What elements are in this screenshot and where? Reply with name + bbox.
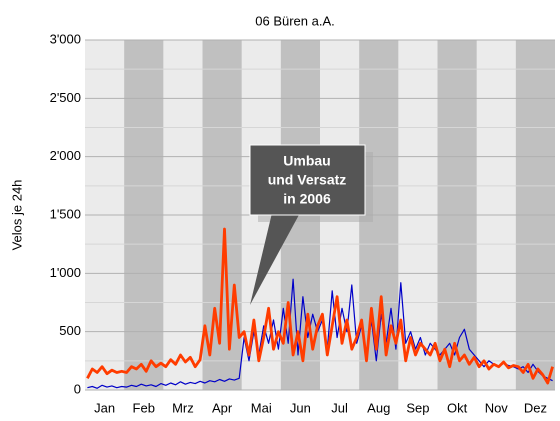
data-line xyxy=(86,227,554,385)
y-tick-label: 1'000 xyxy=(50,265,81,280)
annotation-pointer xyxy=(250,213,300,305)
annotation-text: Umbau xyxy=(283,153,330,169)
y-tick-label: 3'000 xyxy=(50,31,81,46)
x-tick-label: Dez xyxy=(524,400,547,415)
x-tick-label: Nov xyxy=(485,400,509,415)
x-tick-label: Jul xyxy=(331,400,348,415)
y-tick-label: 1'500 xyxy=(50,206,81,221)
x-tick-label: Jun xyxy=(290,400,311,415)
x-tick-label: Aug xyxy=(367,400,390,415)
data-line xyxy=(87,278,553,389)
annotation-text: in 2006 xyxy=(283,191,331,207)
annotation: Umbau und Versatz in 2006 xyxy=(249,144,373,305)
y-tick-label: 500 xyxy=(59,323,81,338)
x-tick-label: Feb xyxy=(133,400,155,415)
x-tick-label: Sep xyxy=(406,400,429,415)
x-tick-label: Mai xyxy=(251,400,272,415)
x-tick-label: Okt xyxy=(447,400,468,415)
y-axis-label: Velos je 24h xyxy=(9,180,24,251)
x-tick-label: Mrz xyxy=(172,400,194,415)
x-tick-label: Apr xyxy=(212,400,233,415)
y-tick-label: 2'000 xyxy=(50,148,81,163)
annotation-box xyxy=(249,144,366,216)
annotation-text: und Versatz xyxy=(268,172,347,188)
y-tick-label: 0 xyxy=(74,381,81,396)
y-tick-label: 2'500 xyxy=(50,90,81,105)
x-tick-label: Jan xyxy=(94,400,115,415)
chart-title: 06 Büren a.A. xyxy=(255,13,335,28)
